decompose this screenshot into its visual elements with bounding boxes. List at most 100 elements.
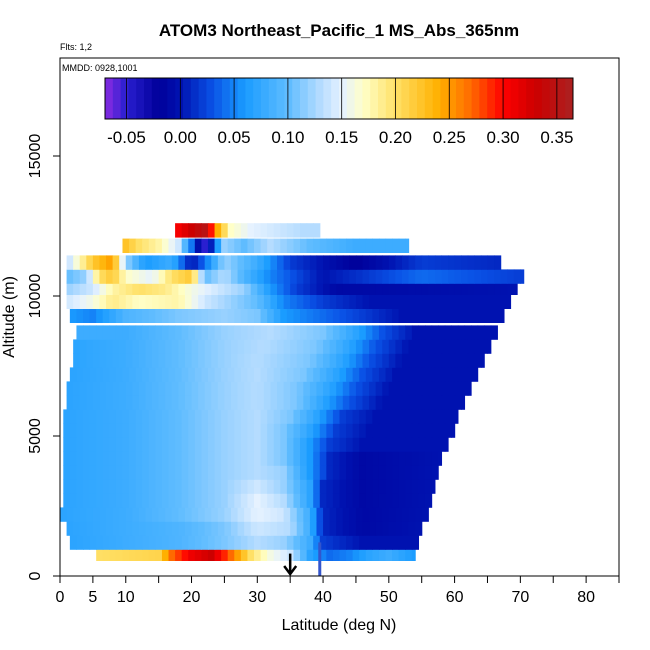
colorbar-swatch [370,78,379,119]
heatmap-cell [129,238,137,253]
heatmap-cell [142,546,150,561]
heatmap-cell [424,308,433,323]
heatmap-cell [214,493,222,508]
heatmap-cell [428,353,436,368]
heatmap-cell [69,451,78,466]
heatmap-cell [73,269,81,284]
heatmap-cell [401,294,410,309]
heatmap-cell [303,395,311,410]
heatmap-cell [73,521,81,536]
heatmap-cell [244,381,252,396]
colorbar-swatch [471,78,480,119]
heatmap-cell [73,395,81,410]
heatmap-cell [273,465,281,480]
heatmap-cell [227,367,235,382]
heatmap-cell [438,367,446,382]
heatmap-cell [260,308,268,323]
heatmap-cell [293,493,301,508]
heatmap-cell [454,269,462,284]
y-axis: 0 5000 10000 15000 [27,134,60,580]
heatmap-cell [267,535,275,550]
heatmap-cell [221,437,229,452]
heatmap-cell [227,223,235,238]
heatmap-cell [408,507,416,522]
heatmap-cell [388,507,396,522]
heatmap-cell [415,294,423,309]
heatmap-cell [303,507,311,522]
heatmap-cell [448,294,456,309]
heatmap-cell [201,367,209,382]
heatmap-cell [313,238,321,253]
heatmap-cell [240,546,249,561]
heatmap-cell [434,255,443,270]
heatmap-cell [191,269,199,284]
heatmap-cell [306,325,314,340]
heatmap-cell [372,546,380,561]
heatmap-cell [283,353,291,368]
heatmap-cell [119,521,127,536]
heatmap-cell [398,238,406,253]
heatmap-cell [73,255,81,270]
heatmap-cell [457,325,466,340]
heatmap-cell [191,255,199,270]
heatmap-cell [115,409,124,424]
colorbar-swatch [198,78,207,119]
heatmap-cell [507,280,515,295]
heatmap-cell [214,308,222,323]
heatmap-cell [234,325,242,340]
heatmap-cell [257,507,265,522]
heatmap-cell [300,409,308,424]
heatmap-cell [267,308,275,323]
heatmap-cell [467,255,475,270]
heatmap-cell [484,308,492,323]
heatmap-cell [263,353,272,368]
heatmap-cell [106,280,114,295]
heatmap-cell [135,437,143,452]
heatmap-cell [125,381,133,396]
heatmap-cell [191,353,199,368]
heatmap-cell [260,465,268,480]
heatmap-cell [326,409,334,424]
heatmap-cell [240,223,249,238]
heatmap-cell [378,546,387,561]
heatmap-cell [122,308,130,323]
heatmap-cell [257,255,265,270]
heatmap-cell [319,493,327,508]
heatmap-cell [217,353,226,368]
heatmap-cell [448,255,456,270]
heatmap-cell [79,339,87,354]
heatmap-cell [280,409,288,424]
heatmap-cell [365,535,373,550]
heatmap-cell [92,255,101,270]
heatmap-cell [194,223,202,238]
heatmap-cell [375,280,383,295]
heatmap-cell [83,479,91,494]
heatmap-cell [461,280,469,295]
heatmap-cell [73,381,81,396]
heatmap-cell [69,465,78,480]
heatmap-cell [392,465,400,480]
heatmap-cell [99,507,107,522]
heatmap-cell [313,479,321,494]
colorbar-swatch [385,78,395,119]
heatmap-cell [230,507,239,522]
heatmap-cell [263,269,272,284]
heatmap-cell [148,535,156,550]
heatmap-cell [415,339,423,354]
heatmap-cell [385,451,393,466]
heatmap-cell [122,325,130,340]
heatmap-cell [109,423,117,438]
heatmap-cell [171,353,179,368]
heatmap-cell [240,451,249,466]
heatmap-cell [421,507,429,522]
heatmap-cell [115,308,124,323]
heatmap-cell [365,451,373,466]
heatmap-cell [148,465,156,480]
heatmap-cell [362,521,370,536]
heatmap-cell [411,409,420,424]
heatmap-cell [385,437,393,452]
colorbar-swatch [315,78,324,119]
heatmap-cell [326,493,334,508]
colorbar-swatch [183,78,192,119]
